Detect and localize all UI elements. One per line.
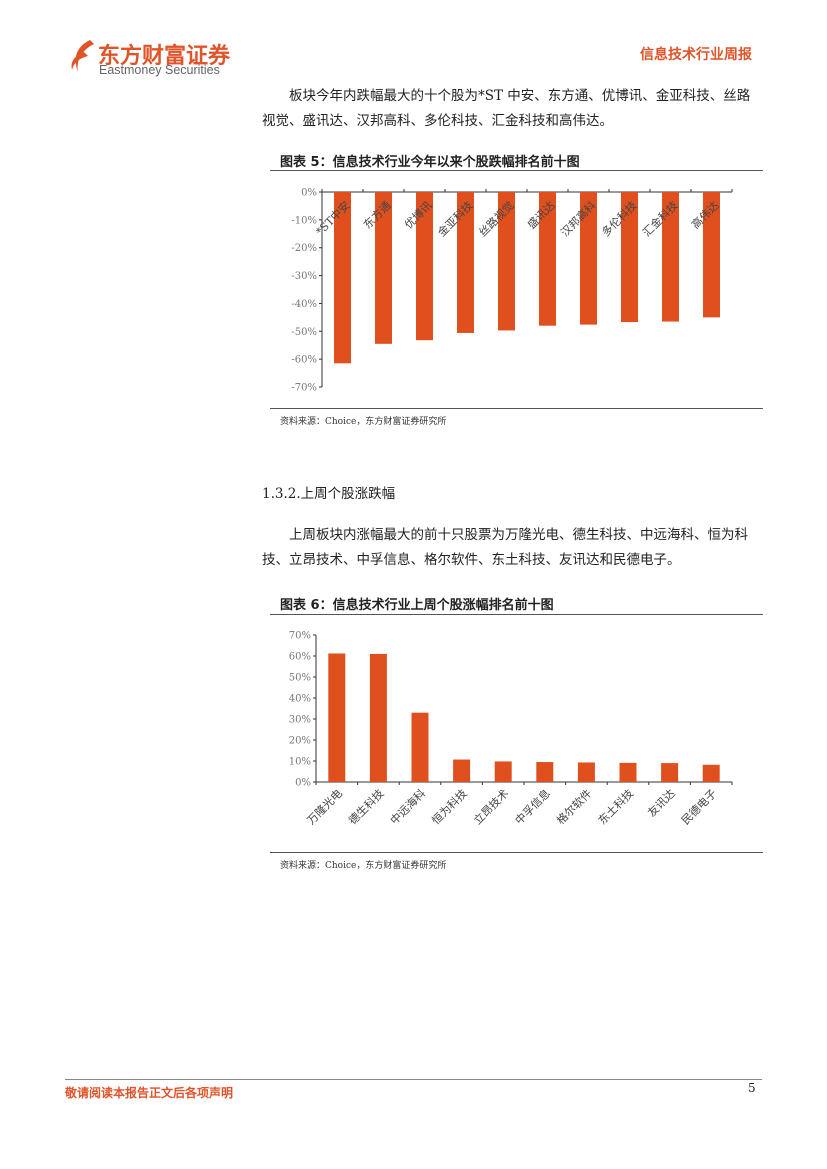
footer-disclaimer: 敬请阅读本报告正文后各项声明 [65, 1086, 234, 1100]
logo-mark-icon [71, 40, 94, 72]
bar [580, 192, 597, 325]
x-tick-label: 中远海科 [387, 786, 428, 827]
y-tick-label: -20% [291, 243, 317, 254]
y-tick-label: -50% [291, 327, 317, 338]
x-tick-label: 恒为科技 [429, 786, 470, 827]
x-tick-label: 东土科技 [595, 786, 636, 827]
divider [270, 408, 763, 409]
y-tick-label: -30% [291, 271, 317, 282]
x-tick-label: 民德电子 [678, 786, 719, 827]
bar [498, 192, 515, 331]
y-tick-label: -70% [291, 383, 317, 394]
y-tick-label: 10% [289, 757, 311, 768]
y-tick-label: 40% [289, 694, 311, 705]
y-tick-label: 0% [301, 188, 317, 199]
chart-source: 资料来源：Choice，东方财富证券研究所 [280, 417, 447, 427]
y-tick-label: 0% [295, 778, 311, 789]
x-tick-label: 友讯达 [644, 786, 677, 819]
paragraph: 上周板块内涨幅最大的前十只股票为万隆光电、德生科技、中远海科、恒为科技、立昂技术… [262, 527, 748, 568]
divider [270, 614, 763, 615]
x-tick-label: 中孚信息 [512, 786, 553, 827]
bar [619, 762, 637, 782]
x-tick-label: 德生科技 [346, 786, 387, 827]
bar [457, 192, 474, 333]
chart-6: 0% 10% 20% 30% 40% 50% 60% 70% 万隆光电 德生科技 中远海科 恒为科技立… [289, 631, 733, 827]
y-tick-label: 20% [289, 736, 311, 747]
paragraph: 板块今年内跌幅最大的十个股为*ST 中安、东方通、优博讯、金亚科技、丝路视觉、盛… [262, 88, 751, 129]
x-tick-label: 万隆光电 [304, 786, 345, 827]
y-tick-label: -60% [291, 355, 317, 366]
logo-text: 东方财富证券 [98, 44, 231, 69]
section-heading: 1.3.2.上周个股涨跌幅 [262, 486, 396, 502]
divider [270, 170, 763, 171]
x-tick-label: 立昂技术 [470, 786, 511, 827]
chart-5: 0%-10%-20%-30%-40%-50%-60%-70%*ST中安 东方通 优博… [291, 188, 733, 394]
page-number: 5 [748, 1081, 756, 1095]
bar [536, 762, 554, 782]
bar [334, 192, 351, 364]
y-tick-label: 70% [289, 631, 311, 642]
chart-title: 图表 5：信息技术行业今年以来个股跌幅排名前十图 [280, 155, 580, 170]
bar [703, 192, 720, 318]
bar [416, 192, 433, 341]
bar [453, 759, 471, 782]
y-tick-label: 50% [289, 673, 311, 684]
footer-divider [65, 1079, 762, 1080]
y-tick-label: 30% [289, 715, 311, 726]
bar [369, 653, 387, 782]
bar [328, 653, 346, 782]
bar [702, 764, 720, 782]
divider [270, 852, 763, 853]
x-tick-label: 格尔软件 [554, 786, 595, 827]
bar [621, 192, 638, 323]
y-tick-label: -40% [291, 299, 317, 310]
bar [539, 192, 556, 326]
bar [662, 192, 679, 322]
chart-source: 资料来源：Choice，东方财富证券研究所 [280, 861, 447, 871]
y-tick-label: 60% [289, 652, 311, 663]
logo-subtext: Eastmoney Securities [99, 63, 220, 77]
report-type: 信息技术行业周报 [640, 47, 752, 63]
bar [375, 192, 392, 344]
chart-title: 图表 6：信息技术行业上周个股涨幅排名前十图 [280, 598, 554, 613]
bar [411, 712, 429, 782]
bar [494, 761, 512, 782]
bar [577, 762, 595, 782]
bar [661, 763, 679, 782]
y-tick-label: -10% [291, 215, 317, 226]
